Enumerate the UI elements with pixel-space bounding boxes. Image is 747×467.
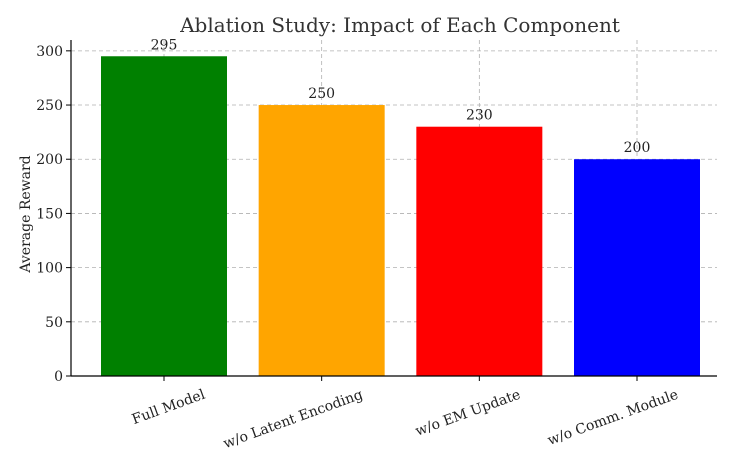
bar [574,159,700,376]
y-tick-label: 250 [36,98,63,114]
y-tick-label: 50 [45,315,63,331]
y-tick-label: 100 [36,261,63,277]
y-tick-label: 0 [54,369,63,385]
bar [101,56,227,377]
y-axis-label: Average Reward [18,155,34,273]
value-labels: 295 250 230 200 [151,37,651,156]
bar-value-label: 230 [466,108,493,124]
x-ticks: Full Model w/o Latent Encoding w/o EM Upda… [130,376,680,452]
bar-value-label: 295 [151,37,178,53]
y-ticks: 0 50 100 150 200 250 300 [36,44,71,385]
x-tick-label: w/o Comm. Module [546,387,681,449]
bar [258,105,385,376]
x-tick-label: w/o EM Update [413,387,522,440]
bar-value-label: 250 [308,86,335,102]
x-tick-label: Full Model [130,387,208,428]
axes [70,40,717,377]
bars [101,56,700,377]
y-tick-label: 200 [36,152,63,168]
bar [416,126,543,376]
y-tick-label: 150 [36,206,63,222]
y-tick-label: 300 [36,44,63,60]
x-tick-label: w/o Latent Encoding [221,387,365,452]
chart-title: Ablation Study: Impact of Each Component [179,13,620,37]
bar-value-label: 200 [624,140,651,156]
